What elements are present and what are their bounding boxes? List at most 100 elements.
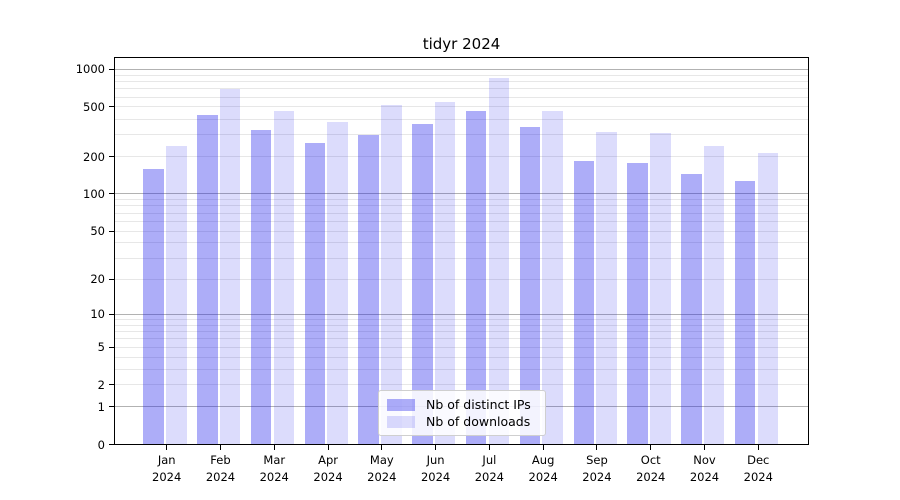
bar-feb-distinct-ips (197, 115, 218, 445)
gridline-minor-50 (115, 230, 808, 232)
legend-swatch-distinct-ips (387, 398, 415, 411)
x-tick-month-apr: Apr (318, 453, 338, 467)
y-tick-label-200: 200 (83, 149, 105, 164)
bar-may-distinct-ips (358, 134, 379, 445)
x-tick-month-jun: Jun (426, 453, 445, 467)
x-tick-year-sep: 2024 (582, 469, 612, 484)
gridline-minor-9 (115, 318, 808, 320)
bar-jun-distinct-ips (412, 123, 433, 445)
y-tick-1 (109, 406, 114, 408)
bar-may-downloads (381, 104, 402, 445)
gridline-minor-200 (115, 156, 808, 158)
gridline-minor-300 (115, 134, 808, 136)
y-tick-label-1: 1 (97, 399, 105, 414)
gridline-minor-60 (115, 220, 808, 222)
x-tick-apr (327, 444, 329, 450)
y-tick-label-1000: 1000 (75, 62, 105, 77)
gridline-minor-5 (115, 346, 808, 348)
bar-apr-distinct-ips (304, 143, 326, 445)
y-tick-label-500: 500 (83, 99, 105, 114)
x-tick-month-oct: Oct (640, 453, 661, 467)
gridline-minor-400 (115, 118, 808, 120)
gridline-minor-600 (115, 96, 808, 98)
gridline-major-1000 (115, 68, 808, 70)
gridline-minor-80 (115, 205, 808, 207)
bar-jan-distinct-ips (143, 168, 164, 445)
bar-aug-downloads (542, 111, 563, 445)
legend-label-downloads: Nb of downloads (426, 414, 531, 429)
bar-mar-downloads (273, 111, 295, 445)
x-tick-year-mar: 2024 (259, 469, 289, 484)
gridline-minor-500 (115, 106, 808, 108)
x-tick-label-feb: Feb 2024 (192, 452, 248, 485)
chart-title: tidyr 2024 (422, 35, 501, 53)
y-tick-1000 (109, 68, 114, 70)
y-tick-10 (109, 313, 114, 315)
x-tick-label-may: May 2024 (354, 452, 410, 485)
x-tick-jan (166, 444, 168, 450)
x-tick-year-may: 2024 (367, 469, 397, 484)
gridline-minor-70 (115, 212, 808, 214)
y-tick-label-2: 2 (97, 377, 105, 392)
x-tick-year-dec: 2024 (743, 469, 773, 484)
x-tick-year-jun: 2024 (420, 469, 451, 484)
x-tick-month-aug: Aug (531, 453, 555, 467)
y-tick-100 (109, 193, 114, 195)
bar-apr-downloads (327, 121, 348, 445)
gridline-minor-4 (115, 356, 808, 358)
x-tick-month-may: May (369, 453, 394, 467)
x-tick-nov (704, 444, 705, 450)
y-tick-500 (109, 106, 114, 108)
gridline-minor-3 (115, 368, 808, 370)
y-tick-label-0: 0 (97, 437, 105, 452)
legend: Nb of distinct IPs Nb of downloads (378, 390, 546, 436)
y-tick-5 (109, 346, 114, 348)
x-tick-month-mar: Mar (263, 453, 286, 467)
x-tick-month-feb: Feb (210, 453, 231, 467)
x-tick-label-dec: Dec 2024 (730, 452, 786, 485)
x-tick-month-sep: Sep (586, 453, 608, 467)
x-tick-label-jun: Jun 2024 (408, 452, 464, 485)
x-tick-dec (757, 444, 759, 450)
x-tick-oct (650, 444, 652, 450)
x-tick-year-nov: 2024 (689, 469, 720, 484)
x-tick-label-jan: Jan 2024 (139, 452, 195, 485)
x-tick-sep (596, 444, 598, 450)
legend-swatch-downloads (387, 415, 415, 428)
y-tick-2 (109, 384, 114, 386)
bar-jun-downloads (434, 102, 456, 445)
x-tick-month-jul: Jul (482, 453, 497, 467)
x-tick-year-feb: 2024 (205, 469, 236, 484)
x-tick-year-jul: 2024 (474, 469, 505, 484)
x-tick-label-nov: Nov 2024 (677, 452, 733, 485)
x-tick-jul (488, 444, 490, 450)
gridline-minor-6 (115, 338, 808, 340)
legend-entry-distinct-ips: Nb of distinct IPs (387, 396, 537, 413)
bar-sep-distinct-ips (573, 160, 595, 445)
x-tick-label-sep: Sep 2024 (569, 452, 625, 485)
x-tick-jun (435, 444, 437, 450)
legend-entry-downloads: Nb of downloads (387, 413, 537, 430)
bar-feb-downloads (219, 88, 241, 445)
bar-mar-distinct-ips (250, 129, 272, 445)
x-tick-label-aug: Aug 2024 (515, 452, 571, 485)
bar-oct-downloads (650, 132, 671, 445)
y-tick-50 (109, 230, 114, 232)
y-tick-label-20: 20 (90, 272, 105, 287)
x-tick-feb (219, 444, 221, 450)
bar-aug-distinct-ips (519, 126, 541, 445)
x-tick-year-aug: 2024 (528, 469, 558, 484)
x-tick-label-jul: Jul 2024 (461, 452, 517, 485)
bar-nov-distinct-ips (681, 173, 702, 445)
bar-oct-distinct-ips (627, 162, 648, 445)
x-tick-month-nov: Nov (693, 453, 716, 467)
x-tick-month-dec: Dec (747, 453, 770, 467)
y-tick-200 (109, 156, 114, 158)
bar-nov-downloads (703, 146, 725, 445)
bar-dec-distinct-ips (734, 180, 756, 445)
gridline-minor-800 (115, 81, 808, 82)
y-tick-label-100: 100 (83, 186, 105, 201)
gridline-minor-700 (115, 88, 808, 90)
y-tick-label-50: 50 (90, 224, 105, 239)
gridline-minor-30 (115, 257, 808, 259)
